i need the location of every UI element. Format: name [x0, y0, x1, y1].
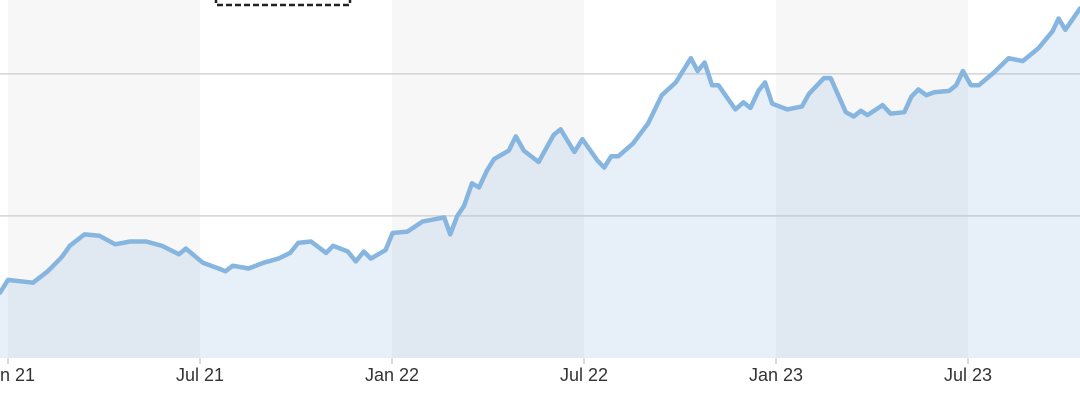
- x-tick-label: Jan 22: [365, 365, 419, 385]
- band: [8, 0, 200, 358]
- x-tick-label: Jul 23: [944, 365, 992, 385]
- band: [776, 0, 968, 358]
- marks: [0, 6, 1080, 358]
- bands: [8, 0, 968, 358]
- line: [0, 6, 1080, 295]
- grid: [0, 73, 1080, 217]
- band: [392, 0, 584, 358]
- x-tick-label: Jan 21: [0, 365, 35, 385]
- x-tick-label: Jan 23: [749, 365, 803, 385]
- x-tick-label: Jul 22: [560, 365, 608, 385]
- legend-box: [214, 0, 352, 7]
- x-axis: Jan 21 Jul 21 Jan 22 Jul 22 Jan 23 Jul 23: [0, 358, 992, 385]
- x-tick-label: Jul 21: [176, 365, 224, 385]
